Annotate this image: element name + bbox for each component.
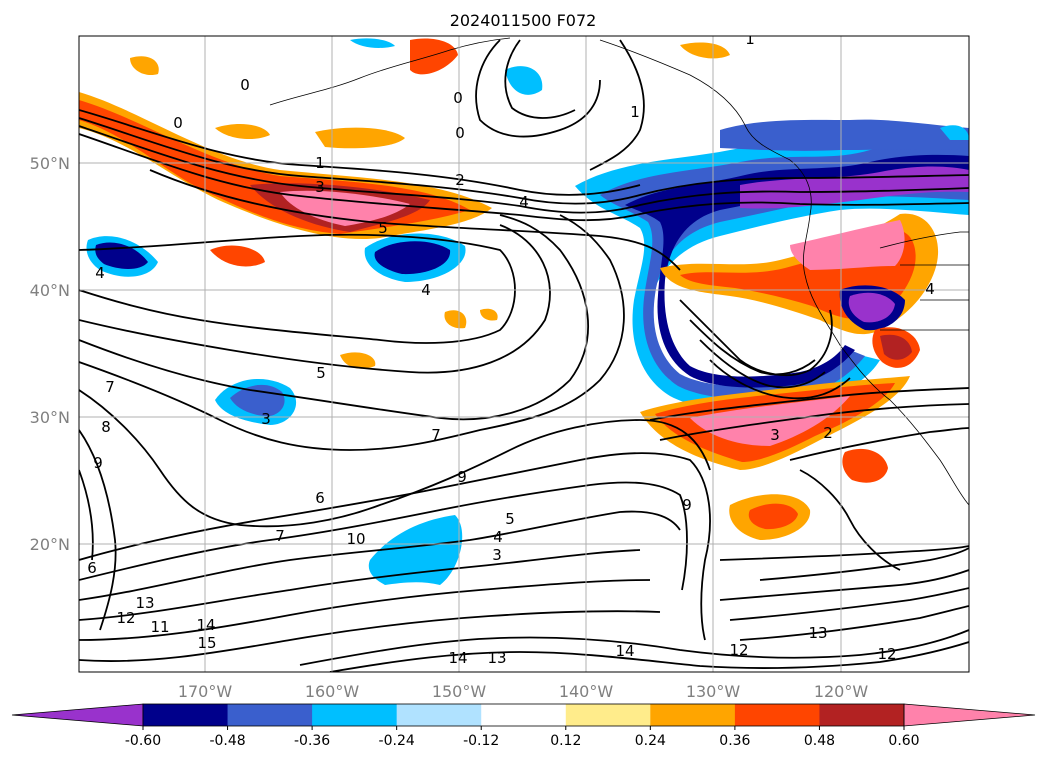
colorbar-tick-label: -0.36 xyxy=(294,733,330,749)
lon-label-150w: 150°W xyxy=(432,682,487,701)
colorbar-segment xyxy=(819,704,905,726)
contour-label: 2 xyxy=(455,171,465,189)
contour-label: 3 xyxy=(770,426,780,444)
map-title: 2024011500 F072 xyxy=(450,11,597,30)
contour-label: 0 xyxy=(455,124,465,142)
contour-label: 9 xyxy=(457,468,467,486)
colorbar-segment xyxy=(565,704,651,726)
lat-label-20n: 20°N xyxy=(30,535,70,554)
contour-label: 8 xyxy=(101,418,111,436)
latitude-labels: 50°N 40°N 30°N 20°N xyxy=(30,154,70,554)
colorbar-segment xyxy=(481,704,567,726)
lon-label-120w: 120°W xyxy=(814,682,869,701)
colorbar-tick-label: -0.12 xyxy=(463,733,499,749)
contour-label: 15 xyxy=(197,634,216,652)
contour-label: 3 xyxy=(315,178,325,196)
colorbar: -0.60 -0.48 -0.36 -0.24 -0.12 0.12 0.24 0.36 0.4… xyxy=(11,703,1036,749)
contour-label: 2 xyxy=(823,424,833,442)
colorbar-tick-label: 0.24 xyxy=(635,733,666,749)
contour-label: 12 xyxy=(116,609,135,627)
graticule xyxy=(79,36,969,672)
colorbar-tick-label: 0.36 xyxy=(719,733,750,749)
contour-label: 14 xyxy=(196,616,215,634)
colorbar-tick-label: 0.12 xyxy=(550,733,581,749)
lat-label-30n: 30°N xyxy=(30,408,70,427)
contour-label: 4 xyxy=(493,528,503,546)
colorbar-segment xyxy=(650,704,736,726)
colorbar-extend-high xyxy=(903,703,1036,727)
contour-label: 13 xyxy=(135,594,154,612)
longitude-labels: 170°W 160°W 150°W 140°W 130°W 120°W xyxy=(178,682,869,701)
contour-label: 4 xyxy=(95,264,105,282)
contour-label: 1 xyxy=(630,103,640,121)
contour-label: 11 xyxy=(150,618,169,636)
colorbar-tick-label: -0.48 xyxy=(209,733,245,749)
lat-label-50n: 50°N xyxy=(30,154,70,173)
contour-label: 6 xyxy=(87,559,97,577)
contour-label: 12 xyxy=(729,641,748,659)
contour-label: 4 xyxy=(519,193,529,211)
colorbar-extend-low xyxy=(11,703,144,727)
contour-label: 5 xyxy=(378,219,388,237)
colorbar-tick-label: -0.60 xyxy=(125,733,161,749)
contour-label: 7 xyxy=(105,378,115,396)
contour-label: 3 xyxy=(492,546,502,564)
colorbar-tick-label: 0.60 xyxy=(888,733,919,749)
lat-label-40n: 40°N xyxy=(30,281,70,300)
colorbar-tick-label: -0.24 xyxy=(379,733,415,749)
contour-label: 1 xyxy=(315,154,325,172)
contour-label: 9 xyxy=(682,496,692,514)
lon-label-170w: 170°W xyxy=(178,682,233,701)
contour-label: 12 xyxy=(877,645,896,663)
contour-label: 5 xyxy=(505,510,515,528)
contour-label: 0 xyxy=(453,89,463,107)
contour-label: 7 xyxy=(431,426,441,444)
colorbar-tick-label: 0.48 xyxy=(804,733,835,749)
contour-lines xyxy=(79,39,969,672)
colorbar-frame xyxy=(142,703,905,727)
contour-label: 0 xyxy=(173,114,183,132)
contour-label: 13 xyxy=(487,649,506,667)
contour-label: 7 xyxy=(275,527,285,545)
colorbar-segment xyxy=(396,704,482,726)
contour-label: 14 xyxy=(615,642,634,660)
contour-label: 1 xyxy=(745,30,755,48)
colorbar-segment xyxy=(227,704,313,726)
contour-label: 14 xyxy=(448,649,467,667)
contour-label: 5 xyxy=(316,364,326,382)
contour-label: 6 xyxy=(315,489,325,507)
colorbar-segment xyxy=(312,704,398,726)
contour-label: 10 xyxy=(346,530,365,548)
colorbar-segment xyxy=(143,704,229,726)
lon-label-130w: 130°W xyxy=(686,682,741,701)
map-frame xyxy=(78,35,970,673)
contour-label: 13 xyxy=(808,624,827,642)
contour-label: 9 xyxy=(93,454,103,472)
lon-label-160w: 160°W xyxy=(305,682,360,701)
contour-label: 4 xyxy=(925,280,935,298)
contour-label: 3 xyxy=(261,410,271,428)
colorbar-segment xyxy=(734,704,820,726)
contour-label: 4 xyxy=(421,281,431,299)
coastlines xyxy=(269,37,969,506)
contour-label: 0 xyxy=(240,76,250,94)
lon-label-140w: 140°W xyxy=(559,682,614,701)
